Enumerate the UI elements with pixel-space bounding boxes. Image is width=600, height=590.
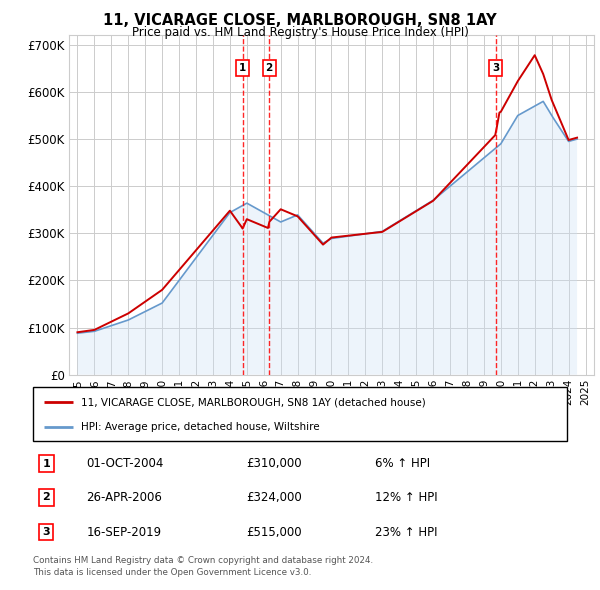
Text: Contains HM Land Registry data © Crown copyright and database right 2024.: Contains HM Land Registry data © Crown c… [33, 556, 373, 565]
Text: 1: 1 [239, 63, 246, 73]
Text: 1: 1 [43, 459, 50, 469]
Text: 01-OCT-2004: 01-OCT-2004 [86, 457, 164, 470]
Text: 2: 2 [43, 493, 50, 502]
Text: Price paid vs. HM Land Registry's House Price Index (HPI): Price paid vs. HM Land Registry's House … [131, 26, 469, 39]
Text: 16-SEP-2019: 16-SEP-2019 [86, 526, 161, 539]
Text: 11, VICARAGE CLOSE, MARLBOROUGH, SN8 1AY: 11, VICARAGE CLOSE, MARLBOROUGH, SN8 1AY [103, 13, 497, 28]
Text: £324,000: £324,000 [247, 491, 302, 504]
Text: 3: 3 [43, 527, 50, 537]
Text: 11, VICARAGE CLOSE, MARLBOROUGH, SN8 1AY (detached house): 11, VICARAGE CLOSE, MARLBOROUGH, SN8 1AY… [81, 397, 426, 407]
Text: £515,000: £515,000 [247, 526, 302, 539]
Text: 3: 3 [493, 63, 500, 73]
Text: £310,000: £310,000 [247, 457, 302, 470]
Text: 12% ↑ HPI: 12% ↑ HPI [375, 491, 437, 504]
Text: 23% ↑ HPI: 23% ↑ HPI [375, 526, 437, 539]
FancyBboxPatch shape [33, 387, 567, 441]
Text: 26-APR-2006: 26-APR-2006 [86, 491, 162, 504]
Text: 6% ↑ HPI: 6% ↑ HPI [375, 457, 430, 470]
Text: This data is licensed under the Open Government Licence v3.0.: This data is licensed under the Open Gov… [33, 568, 311, 576]
Text: HPI: Average price, detached house, Wiltshire: HPI: Average price, detached house, Wilt… [81, 422, 320, 432]
Text: 2: 2 [266, 63, 273, 73]
